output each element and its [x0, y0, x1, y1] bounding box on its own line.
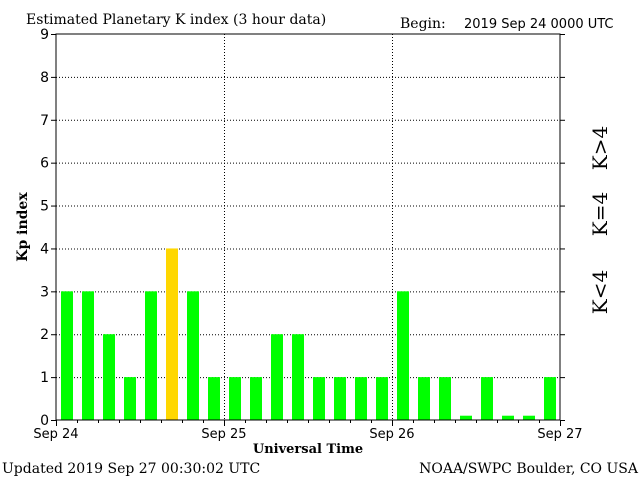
kp-bar [187, 291, 199, 420]
x-tick-label: Sep 24 [33, 427, 78, 442]
y-tick-label: 4 [40, 241, 49, 257]
x-axis-label: Universal Time [253, 442, 363, 457]
kp-bar [208, 377, 220, 420]
kp-bar [82, 291, 94, 420]
kp-bar [334, 377, 346, 420]
kp-bar [271, 334, 283, 420]
y-tick-label: 0 [40, 413, 49, 429]
legend-k-greater-4: K>4 [588, 126, 612, 170]
kp-bar [544, 377, 556, 420]
x-tick-label: Sep 26 [369, 427, 414, 442]
kp-bar [250, 377, 262, 420]
y-axis-label: Kp index [15, 192, 31, 262]
y-tick-label: 5 [40, 199, 49, 215]
x-axis-ticks: Sep 24 Sep 25 Sep 26 Sep 27 [33, 420, 583, 442]
y-tick-label: 7 [40, 113, 49, 129]
x-tick-label: Sep 25 [201, 427, 246, 442]
bars-group [61, 248, 556, 420]
kp-bar [418, 377, 430, 420]
updated-timestamp: Updated 2019 Sep 27 00:30:02 UTC [2, 461, 260, 477]
legend-k-less-4: K<4 [588, 270, 612, 314]
grid-lines [56, 34, 560, 420]
kp-bar [523, 415, 535, 420]
begin-value: 2019 Sep 24 0000 UTC [464, 17, 614, 32]
kp-bar [460, 415, 472, 420]
y-tick-label: 6 [40, 156, 49, 172]
kp-bar [313, 377, 325, 420]
kp-bar [61, 291, 73, 420]
source-credit: NOAA/SWPC Boulder, CO USA [419, 461, 639, 477]
kp-bar [124, 377, 136, 420]
kp-bar [145, 291, 157, 420]
y-tick-label: 1 [40, 370, 49, 386]
kp-bar [103, 334, 115, 420]
y-axis-ticks: 0 1 2 3 4 5 6 7 8 9 [40, 27, 565, 429]
kp-bar [481, 377, 493, 420]
y-tick-label: 8 [40, 70, 49, 86]
kp-bar [376, 377, 388, 420]
plot-frame [55, 33, 561, 421]
kp-bar [502, 415, 514, 420]
kp-bar [292, 334, 304, 420]
kp-bar [439, 377, 451, 420]
x-tick-label: Sep 27 [537, 427, 582, 442]
kp-bar [229, 377, 241, 420]
y-tick-label: 2 [40, 327, 49, 343]
y-tick-label: 3 [40, 284, 49, 300]
legend-k-equal-4: K=4 [588, 192, 612, 236]
kp-bar [397, 291, 409, 420]
y-tick-label: 9 [40, 27, 49, 43]
kp-bar [166, 248, 178, 420]
chart-title: Estimated Planetary K index (3 hour data… [26, 12, 326, 28]
kp-bar [355, 377, 367, 420]
begin-label: Begin: [400, 16, 446, 32]
